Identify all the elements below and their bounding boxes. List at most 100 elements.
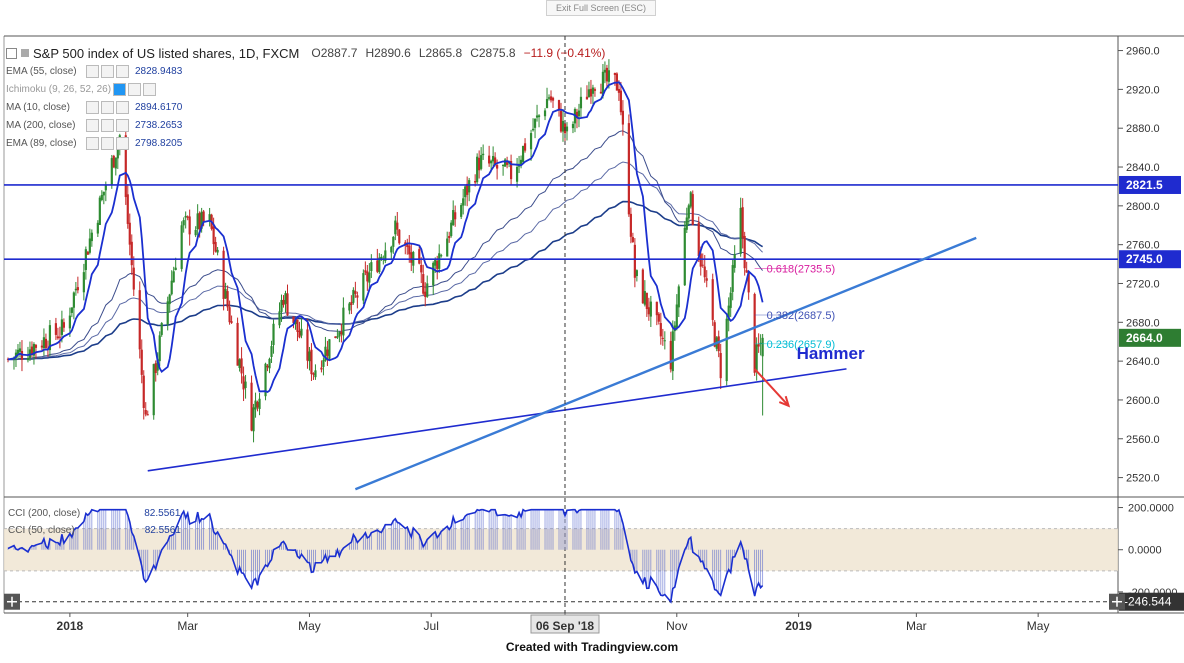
candle-body: [589, 88, 593, 97]
candle-body: [212, 226, 215, 245]
candle-body: [356, 295, 359, 298]
cci-name[interactable]: CCI (200, close): [8, 508, 81, 519]
candle-body: [98, 197, 101, 225]
indicator-name[interactable]: EMA (89, close): [6, 137, 77, 149]
indicator-name[interactable]: EMA (55, close): [6, 65, 77, 77]
candle-body: [286, 293, 289, 316]
price-tick-label: 2840.0: [1126, 162, 1160, 174]
candle-body: [14, 352, 18, 358]
indicator-row[interactable]: MA (10, close) 2894.6170: [6, 98, 605, 116]
eye-icon[interactable]: [86, 118, 99, 132]
eye-icon[interactable]: [113, 82, 127, 96]
candle-body: [244, 381, 247, 388]
horizontal-level-tag: [1119, 175, 1181, 194]
candle-body: [559, 110, 563, 132]
price-tick-label: 2920.0: [1126, 84, 1160, 96]
price-tick-label: 2800.0: [1126, 201, 1160, 213]
chart-legend: S&P 500 index of US listed shares, 1D, F…: [6, 44, 605, 152]
candle-body: [242, 376, 245, 390]
candle-body: [603, 69, 607, 73]
candle-body: [669, 340, 672, 370]
indicator-value: 2738.2653: [135, 119, 183, 131]
arrow-line: [753, 368, 790, 407]
indicator-name[interactable]: MA (200, close): [6, 119, 76, 131]
close-icon[interactable]: [116, 118, 129, 132]
candle-body: [250, 382, 253, 431]
cci-legend-row[interactable]: CCI (200, close) 82.5561: [8, 505, 181, 522]
symbol-title[interactable]: S&P 500 index of US listed shares, 1D, F…: [33, 45, 300, 61]
gear-icon[interactable]: [101, 136, 114, 150]
price-tick-label: 2680.0: [1126, 317, 1160, 329]
candle-body: [186, 216, 189, 218]
fib-level-label: 0.382(2687.5): [767, 310, 836, 322]
close-icon[interactable]: [143, 82, 157, 96]
candle-body: [230, 321, 233, 323]
gear-icon[interactable]: [101, 100, 114, 114]
candle-body: [460, 205, 463, 217]
gear-icon[interactable]: [128, 82, 142, 96]
candle-body: [324, 346, 327, 361]
indicator-name[interactable]: Ichimoku (9, 26, 52, 26): [6, 83, 112, 95]
candle-body: [424, 291, 427, 297]
candle-body: [717, 336, 720, 352]
candle-body: [156, 359, 159, 371]
candle-body: [340, 331, 343, 335]
indicator-row[interactable]: MA (200, close) 2738.2653: [6, 116, 605, 134]
candle-body: [533, 118, 537, 128]
candle-body: [86, 251, 89, 255]
price-tick-label: 2960.0: [1126, 46, 1160, 58]
indicator-row[interactable]: EMA (55, close) 2828.9483: [6, 62, 605, 80]
candle-body: [605, 67, 609, 82]
candle-body: [450, 222, 453, 236]
cci-legend-row[interactable]: CCI (50, close) 82.5561: [8, 522, 181, 539]
candle-body: [406, 242, 409, 248]
indicator-name[interactable]: MA (10, close): [6, 101, 70, 113]
trendline-rising[interactable]: [354, 236, 977, 491]
candle-body: [342, 307, 345, 336]
candle-body: [308, 351, 311, 362]
time-tick-label: 2019: [785, 619, 812, 633]
candle-body: [661, 337, 664, 339]
candle-body: [16, 349, 20, 356]
candle-body: [575, 111, 579, 119]
candle-body: [202, 211, 205, 222]
eye-icon[interactable]: [86, 64, 99, 78]
candle-body: [72, 292, 75, 308]
candle-body: [757, 344, 760, 347]
candle-body: [224, 289, 227, 299]
candle-body: [334, 336, 337, 339]
close-icon[interactable]: [116, 100, 129, 114]
fib-level-label: 0.236(2657.9): [767, 339, 836, 351]
candle-body: [599, 91, 603, 94]
candle-body: [629, 213, 632, 237]
indicator-value: 2894.6170: [135, 101, 183, 113]
candle-body: [655, 301, 658, 316]
candle-body: [306, 329, 309, 361]
candle-body: [699, 253, 702, 267]
candle-body: [256, 402, 259, 408]
close-icon[interactable]: [116, 64, 129, 78]
close-icon[interactable]: [116, 136, 129, 150]
candle-body: [254, 400, 257, 410]
trendline-support[interactable]: [147, 368, 847, 472]
eye-icon[interactable]: [86, 136, 99, 150]
candle-body: [729, 292, 732, 308]
gear-icon[interactable]: [101, 118, 114, 132]
collapse-icon[interactable]: [6, 47, 17, 59]
exit-fullscreen-button[interactable]: Exit Full Screen (ESC): [546, 0, 656, 16]
cci-name[interactable]: CCI (50, close): [8, 525, 75, 536]
eye-icon[interactable]: [86, 100, 99, 114]
gear-icon[interactable]: [101, 64, 114, 78]
candle-body: [422, 274, 425, 294]
candle-body: [182, 220, 185, 226]
low-value: L2865.8: [418, 46, 463, 60]
candle-body: [376, 260, 379, 272]
candle-body: [743, 235, 746, 269]
indicator-row[interactable]: Ichimoku (9, 26, 52, 26): [6, 80, 605, 98]
time-tick-label: Jul: [424, 619, 439, 633]
candle-body: [174, 267, 177, 270]
candle-body: [298, 330, 301, 338]
indicator-row[interactable]: EMA (89, close) 2798.8205: [6, 134, 605, 152]
